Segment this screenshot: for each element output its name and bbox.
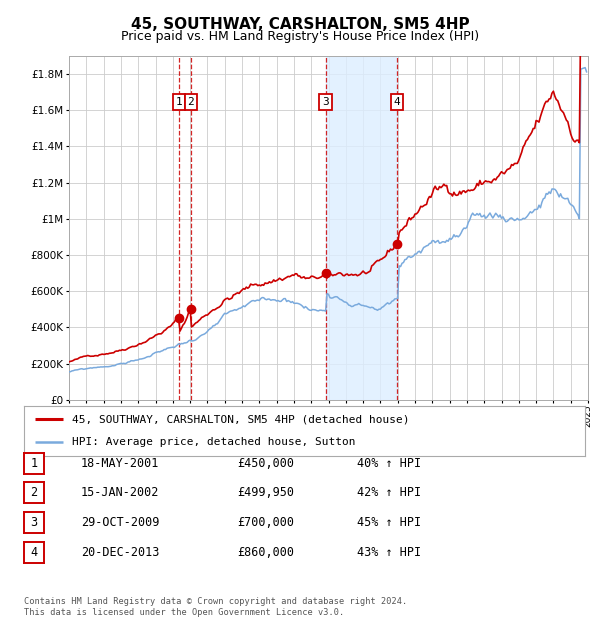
- Text: 3: 3: [322, 97, 329, 107]
- Text: 4: 4: [394, 97, 401, 107]
- Text: 45, SOUTHWAY, CARSHALTON, SM5 4HP (detached house): 45, SOUTHWAY, CARSHALTON, SM5 4HP (detac…: [71, 415, 409, 425]
- Text: 1: 1: [31, 457, 37, 469]
- Text: £700,000: £700,000: [237, 516, 294, 529]
- Text: 45% ↑ HPI: 45% ↑ HPI: [357, 516, 421, 529]
- Text: Price paid vs. HM Land Registry's House Price Index (HPI): Price paid vs. HM Land Registry's House …: [121, 30, 479, 43]
- Text: 45, SOUTHWAY, CARSHALTON, SM5 4HP: 45, SOUTHWAY, CARSHALTON, SM5 4HP: [131, 17, 469, 32]
- Text: HPI: Average price, detached house, Sutton: HPI: Average price, detached house, Sutt…: [71, 437, 355, 447]
- Bar: [326, 56, 397, 400]
- Text: 2: 2: [31, 487, 37, 499]
- Text: 42% ↑ HPI: 42% ↑ HPI: [357, 487, 421, 499]
- Text: Contains HM Land Registry data © Crown copyright and database right 2024.
This d: Contains HM Land Registry data © Crown c…: [24, 598, 407, 617]
- Text: 4: 4: [31, 546, 37, 559]
- Text: 2: 2: [187, 97, 194, 107]
- Text: 20-DEC-2013: 20-DEC-2013: [81, 546, 160, 559]
- Text: 3: 3: [31, 516, 37, 529]
- Text: 43% ↑ HPI: 43% ↑ HPI: [357, 546, 421, 559]
- Text: 15-JAN-2002: 15-JAN-2002: [81, 487, 160, 499]
- Text: 1: 1: [176, 97, 182, 107]
- Text: £860,000: £860,000: [237, 546, 294, 559]
- Text: £450,000: £450,000: [237, 457, 294, 469]
- Text: 29-OCT-2009: 29-OCT-2009: [81, 516, 160, 529]
- Text: 18-MAY-2001: 18-MAY-2001: [81, 457, 160, 469]
- Text: £499,950: £499,950: [237, 487, 294, 499]
- Text: 40% ↑ HPI: 40% ↑ HPI: [357, 457, 421, 469]
